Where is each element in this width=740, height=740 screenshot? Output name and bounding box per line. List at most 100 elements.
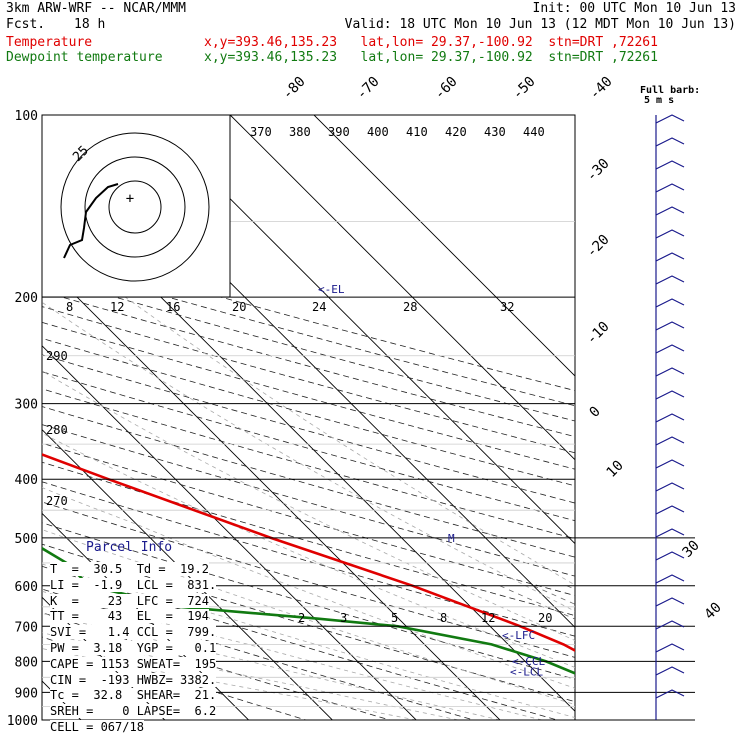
parcel-info-row: LI = -1.9 LCL = 831.	[50, 577, 217, 592]
mixing-ratio-label: 20	[538, 611, 552, 625]
parcel-info-row: CIN = -193 HWBZ= 3382.	[50, 672, 217, 687]
pressure-label: 400	[15, 473, 38, 488]
isotherm	[42, 345, 417, 720]
moist-adiabat	[42, 648, 417, 720]
mixing-ratio-label: 3	[340, 611, 347, 625]
mixing-ratio-line	[667, 586, 740, 720]
inset-scale-label: 24	[312, 300, 326, 314]
wind-barb	[655, 160, 685, 170]
theta-label: 440	[523, 125, 545, 139]
pressure-label: 600	[15, 580, 38, 595]
wind-barb	[655, 436, 685, 446]
wind-barb	[655, 505, 685, 515]
theta-label: 400	[367, 125, 389, 139]
isotherm-label-right: 10	[604, 458, 627, 481]
mixing-ratio-line	[499, 585, 575, 620]
theta-label: 430	[484, 125, 506, 139]
wind-barb	[655, 321, 685, 331]
hodograph-trace	[63, 183, 119, 259]
fcst-value: 18 h	[74, 17, 106, 32]
pressure-label: 500	[15, 532, 38, 547]
init-time: Init: 00 UTC Mon 10 Jun 13	[532, 1, 737, 16]
barb-note-units: 5 m s	[644, 95, 674, 106]
wind-barb	[655, 114, 685, 124]
pressure-label: 100	[15, 109, 38, 124]
grid-group	[0, 115, 740, 733]
wind-barb	[655, 390, 685, 400]
dry-adiabat	[42, 306, 575, 454]
parcel-info-row: K = 23 LFC = 724	[50, 593, 209, 608]
moist-adiabat	[42, 529, 575, 706]
wind-barb	[655, 344, 685, 354]
inset-scale-label: 12	[110, 300, 124, 314]
barb-note: Full barb:	[640, 85, 700, 96]
parcel-info-row: CAPE = 1153 SWEAT= 195	[50, 656, 217, 671]
inset-scale-label: 8	[66, 300, 73, 314]
isotherm	[146, 115, 575, 545]
wind-barb	[655, 620, 685, 630]
model-title: 3km ARW-WRF -- NCAR/MMM	[6, 1, 187, 16]
legend-dewpoint-name: Dewpoint temperature	[6, 50, 163, 65]
wind-barb	[655, 643, 685, 653]
legend-temperature-info: x,y=393.46,135.23 lat,lon= 29.37,-100.92…	[204, 35, 658, 50]
isotherm-label-top: -40	[587, 74, 616, 103]
parcel-info-row: SREH = 0 LAPSE= 6.2	[50, 704, 217, 719]
mixing-ratio-label: 5	[391, 611, 398, 625]
wind-barb	[655, 551, 685, 561]
isotherm	[42, 428, 334, 720]
pressure-label: 1000	[7, 714, 38, 729]
mixing-ratio-line	[634, 586, 740, 720]
mixing-ratio-label: 12	[481, 611, 495, 625]
parcel-info-row: T = 30.5 Td = 19.2	[50, 562, 209, 576]
hodograph-ring	[108, 180, 162, 234]
wind-barb	[655, 229, 685, 239]
wind-barb	[655, 367, 685, 377]
wind-barb	[655, 528, 685, 538]
pressure-label: 200	[15, 291, 38, 306]
hodograph-frame	[41, 114, 231, 298]
isotherm	[0, 115, 10, 733]
wind-barb	[655, 689, 685, 699]
level-marker: <-LFC	[502, 629, 535, 642]
theta-label: 410	[406, 125, 428, 139]
dry-adiabat-label: 280	[46, 423, 68, 437]
wind-barb	[655, 252, 685, 262]
parcel-info-title: Parcel Info	[86, 540, 173, 555]
dry-adiabat-label: 270	[46, 494, 68, 508]
isotherm-label-right: -20	[584, 232, 613, 261]
dry-adiabat	[42, 442, 575, 597]
dry-adiabat	[42, 261, 575, 407]
pressure-label: 700	[15, 620, 38, 635]
inset-scale-label: 32	[500, 300, 514, 314]
mixing-ratio-label: 2	[298, 611, 305, 625]
theta-label: 370	[250, 125, 272, 139]
isotherm-label-right: 40	[702, 600, 725, 623]
isotherm-label-right: -10	[584, 319, 613, 348]
moist-adiabat	[124, 296, 575, 586]
parcel-info-row: CELL = 067/18	[50, 720, 144, 734]
dry-adiabat	[42, 461, 575, 617]
wind-barb	[655, 206, 685, 216]
legend-temperature-name: Temperature	[6, 35, 93, 50]
isotherm-label-top: -70	[354, 74, 383, 103]
dry-adiabat	[42, 588, 476, 720]
isotherm-label-top: -60	[432, 74, 461, 103]
level-marker: <-CCL	[512, 655, 545, 668]
wind-barb	[655, 413, 685, 423]
isotherm-label-top: -80	[280, 74, 309, 103]
wind-barb	[655, 298, 685, 308]
dry-adiabat	[42, 522, 575, 680]
pressure-label: 800	[15, 655, 38, 670]
theta-label: 380	[289, 125, 311, 139]
inset-scale-label: 16	[166, 300, 180, 314]
moist-adiabat	[42, 590, 542, 720]
theta-label: 390	[328, 125, 350, 139]
valid-time: Valid: 18 UTC Mon 10 Jun 13 (12 MDT Mon …	[344, 17, 736, 32]
hodograph-center: +	[126, 191, 134, 207]
inset-scale-label: 28	[403, 300, 417, 314]
theta-label: 420	[445, 125, 467, 139]
wind-barb	[655, 183, 685, 193]
isotherm-label-right: 0	[587, 404, 604, 421]
wind-barb	[655, 275, 685, 285]
pressure-label: 300	[15, 398, 38, 413]
